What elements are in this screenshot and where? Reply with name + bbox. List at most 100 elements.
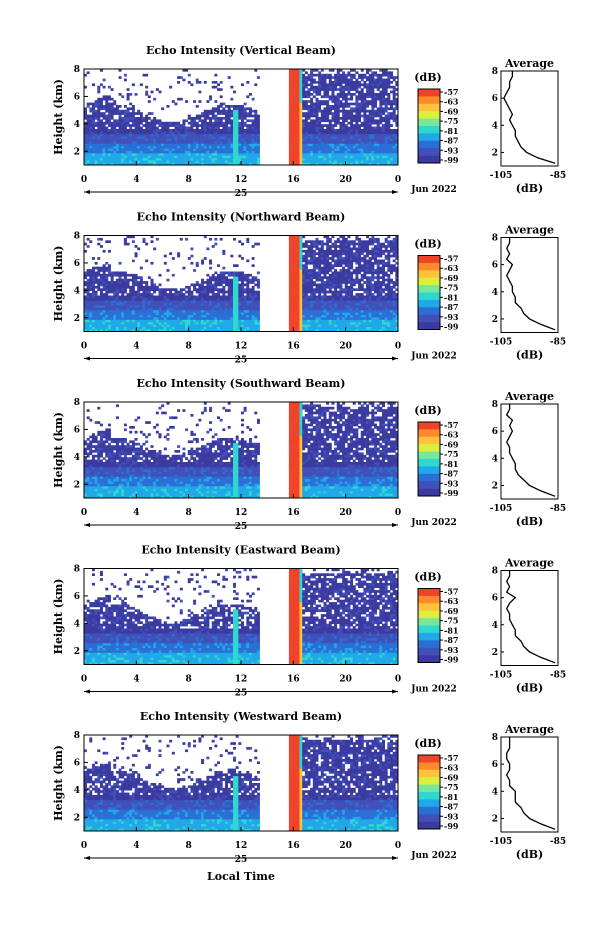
heatmap-cell xyxy=(105,288,109,291)
heatmap-cell xyxy=(123,278,127,282)
heatmap-cell xyxy=(193,302,197,306)
heatmap-cell xyxy=(203,285,207,289)
heatmap-cell xyxy=(201,259,205,263)
heatmap-cell xyxy=(246,329,250,332)
heatmap-cell xyxy=(171,150,175,154)
heatmap-cell xyxy=(387,160,391,163)
heatmap-cell xyxy=(355,133,359,137)
heatmap-cell xyxy=(102,78,106,82)
heatmap-cell xyxy=(97,119,101,123)
heatmap-cell xyxy=(107,117,111,120)
heatmap-cell xyxy=(182,155,186,159)
heatmap-cell xyxy=(382,78,385,82)
heatmap-cell xyxy=(222,126,226,130)
heatmap-cell xyxy=(134,126,138,130)
heatmap-cell xyxy=(137,305,141,308)
heatmap-cell xyxy=(126,309,130,313)
heatmap-cell xyxy=(201,124,205,127)
heatmap-cell xyxy=(243,148,247,151)
heatmap-cell xyxy=(254,302,258,306)
heatmap-cell xyxy=(158,317,162,320)
heatmap-cell xyxy=(225,148,228,151)
heatmap-cell xyxy=(299,85,303,89)
heatmap-cell xyxy=(358,73,362,77)
heatmap-cell xyxy=(320,150,324,154)
heatmap-cell xyxy=(118,309,122,313)
heatmap-cell xyxy=(347,93,351,96)
heatmap-cell xyxy=(379,112,383,115)
heatmap-cell xyxy=(254,157,258,161)
heatmap-cell xyxy=(91,153,95,156)
heatmap-cell xyxy=(251,119,255,123)
heatmap-cell xyxy=(339,150,343,154)
heatmap-cell xyxy=(171,302,175,306)
heatmap-cell xyxy=(246,302,250,306)
heatmap-cell xyxy=(126,124,130,127)
heatmap-cell xyxy=(193,317,197,320)
heatmap-cell xyxy=(251,293,255,296)
heatmap-cell xyxy=(147,288,151,291)
heatmap-cell xyxy=(336,97,340,101)
heatmap-cell xyxy=(294,148,298,151)
heatmap-cell xyxy=(187,321,191,325)
heatmap-cell xyxy=(366,93,370,96)
heatmap-cell xyxy=(288,133,292,137)
heatmap-cell xyxy=(299,288,303,291)
heatmap-cell xyxy=(222,314,226,318)
heatmap-cell xyxy=(310,305,314,308)
heatmap-cell xyxy=(310,114,314,118)
heatmap-cell xyxy=(195,124,199,127)
heatmap-cell xyxy=(145,324,149,327)
heatmap-cell xyxy=(246,324,250,327)
heatmap-cell xyxy=(107,271,111,275)
heatmap-cell xyxy=(86,300,90,303)
heatmap-cell xyxy=(251,141,255,144)
heatmap-cell xyxy=(174,155,178,159)
heatmap-cell xyxy=(163,321,167,325)
heatmap-cell xyxy=(214,124,218,127)
heatmap-cell xyxy=(123,281,127,284)
heatmap-cell xyxy=(171,297,175,301)
heatmap-cell xyxy=(307,285,311,289)
heatmap-cell xyxy=(347,145,351,149)
heatmap-cell xyxy=(142,321,146,325)
heatmap-cell xyxy=(368,83,372,87)
heatmap-cell xyxy=(304,71,308,75)
heatmap-cell xyxy=(206,312,210,315)
heatmap-cell xyxy=(190,283,194,287)
heatmap-cell xyxy=(248,131,252,135)
heatmap-cell xyxy=(134,293,138,296)
heatmap-cell xyxy=(190,124,194,127)
heatmap-cell xyxy=(97,319,101,323)
heatmap-cell xyxy=(291,259,295,263)
heatmap-cell xyxy=(139,305,143,308)
month-year-label: Jun 2022 xyxy=(410,185,457,195)
heatmap-cell xyxy=(243,114,247,118)
heatmap-cell xyxy=(358,93,362,96)
heatmap-cell xyxy=(147,321,151,325)
heatmap-cell xyxy=(358,138,362,142)
heatmap-cell xyxy=(302,73,306,77)
heatmap-cell xyxy=(206,117,210,120)
heatmap-cell xyxy=(198,283,202,287)
heatmap-cell xyxy=(166,321,170,325)
heatmap-cell xyxy=(147,314,151,318)
heatmap-cell xyxy=(129,162,133,166)
heatmap-cell xyxy=(99,305,103,308)
heatmap-cell xyxy=(86,307,90,311)
heatmap-cell xyxy=(310,150,314,154)
heatmap-cell xyxy=(291,155,295,159)
average-y-tick-label: 4 xyxy=(492,121,498,131)
heatmap-cell xyxy=(206,114,210,118)
heatmap-cell xyxy=(201,293,205,296)
heatmap-cell xyxy=(248,124,252,127)
heatmap-cell xyxy=(121,271,125,275)
heatmap-cell xyxy=(392,133,396,137)
heatmap-cell xyxy=(193,124,197,127)
heatmap-cell xyxy=(299,249,303,253)
heatmap-cell xyxy=(352,136,356,139)
heatmap-cell xyxy=(115,119,119,123)
heatmap-cell xyxy=(251,131,255,135)
colorbar-tick-label: -81 xyxy=(444,126,458,136)
heatmap-cell xyxy=(326,76,330,79)
